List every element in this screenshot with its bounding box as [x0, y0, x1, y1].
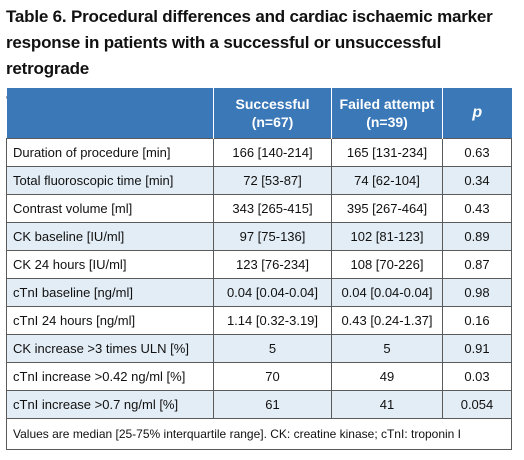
cell-successful: 1.14 [0.32-3.19] — [213, 306, 332, 335]
row-label: cTnI increase >0.7 ng/ml [%] — [6, 390, 214, 419]
data-table: Successful (n=67) Failed attempt (n=39) … — [6, 88, 512, 450]
row-label: cTnI baseline [ng/ml] — [6, 278, 214, 307]
header-failed-line-2: (n=39) — [366, 114, 408, 130]
cell-failed: 49 — [331, 362, 443, 391]
cell-failed: 165 [131-234] — [331, 138, 443, 167]
cell-p-value: 0.03 — [442, 362, 512, 391]
cell-failed: 5 — [331, 334, 443, 363]
cell-successful: 61 — [213, 390, 332, 419]
table-row: cTnI 24 hours [ng/ml] 1.14 [0.32-3.19] 0.4… — [6, 306, 512, 335]
cell-successful: 123 [76-234] — [213, 250, 332, 279]
cell-p-value: 0.89 — [442, 222, 512, 251]
row-label: Contrast volume [ml] — [6, 194, 214, 223]
cell-failed: 0.43 [0.24-1.37] — [331, 306, 443, 335]
header-label-column — [6, 88, 214, 139]
cell-successful: 166 [140-214] — [213, 138, 332, 167]
row-label: CK increase >3 times ULN [%] — [6, 334, 214, 363]
cell-successful: 5 — [213, 334, 332, 363]
cell-failed: 0.04 [0.04-0.04] — [331, 278, 443, 307]
header-successful-line-1: Successful — [235, 96, 310, 112]
cell-p-value: 0.054 — [442, 390, 512, 419]
header-row: Successful (n=67) Failed attempt (n=39) … — [6, 88, 512, 139]
header-successful: Successful (n=67) — [213, 88, 332, 139]
row-label: CK 24 hours [IU/ml] — [6, 250, 214, 279]
table-row: cTnI baseline [ng/ml] 0.04 [0.04-0.04] 0.0… — [6, 278, 512, 307]
row-label: Total fluoroscopic time [min] — [6, 166, 214, 195]
cell-successful: 97 [75-136] — [213, 222, 332, 251]
caption-line-2: response in patients with a successful o… — [6, 33, 442, 78]
header-failed: Failed attempt (n=39) — [331, 88, 443, 139]
footnote-row: Values are median [25-75% interquartile … — [6, 418, 512, 450]
cell-successful: 72 [53-87] — [213, 166, 332, 195]
row-label: Duration of procedure [min] — [6, 138, 214, 167]
table-row: Total fluoroscopic time [min] 72 [53-87] 7… — [6, 166, 512, 195]
cell-failed: 41 — [331, 390, 443, 419]
table-row: cTnI increase >0.42 ng/ml [%] 70 49 0.03 — [6, 362, 512, 391]
header-failed-line-1: Failed attempt — [339, 96, 435, 112]
row-label: cTnI 24 hours [ng/ml] — [6, 306, 214, 335]
header-successful-line-2: (n=67) — [251, 114, 294, 130]
table-footnote: Values are median [25-75% interquartile … — [6, 418, 512, 450]
cell-p-value: 0.63 — [442, 138, 512, 167]
table-row: CK increase >3 times ULN [%] 5 5 0.91 — [6, 334, 512, 363]
table-row: CK baseline [IU/ml] 97 [75-136] 102 [81-12… — [6, 222, 512, 251]
table-row: Duration of procedure [min] 166 [140-214]… — [6, 138, 512, 167]
cell-failed: 395 [267-464] — [331, 194, 443, 223]
cell-successful: 70 — [213, 362, 332, 391]
row-label: CK baseline [IU/ml] — [6, 222, 214, 251]
cell-p-value: 0.87 — [442, 250, 512, 279]
cell-successful: 0.04 [0.04-0.04] — [213, 278, 332, 307]
header-p-value: p — [442, 88, 512, 139]
cell-failed: 108 [70-226] — [331, 250, 443, 279]
row-label: cTnI increase >0.42 ng/ml [%] — [6, 362, 214, 391]
cell-p-value: 0.34 — [442, 166, 512, 195]
caption-line-1: Table 6. Procedural differences and card… — [6, 7, 493, 26]
table-row: cTnI increase >0.7 ng/ml [%] 61 41 0.054 — [6, 390, 512, 419]
cell-successful: 343 [265-415] — [213, 194, 332, 223]
cell-failed: 74 [62-104] — [331, 166, 443, 195]
cell-p-value: 0.16 — [442, 306, 512, 335]
table-row: Contrast volume [ml] 343 [265-415] 395 [26… — [6, 194, 512, 223]
table-row: CK 24 hours [IU/ml] 123 [76-234] 108 [70-2… — [6, 250, 512, 279]
cell-p-value: 0.43 — [442, 194, 512, 223]
cell-failed: 102 [81-123] — [331, 222, 443, 251]
cell-p-value: 0.91 — [442, 334, 512, 363]
cell-p-value: 0.98 — [442, 278, 512, 307]
